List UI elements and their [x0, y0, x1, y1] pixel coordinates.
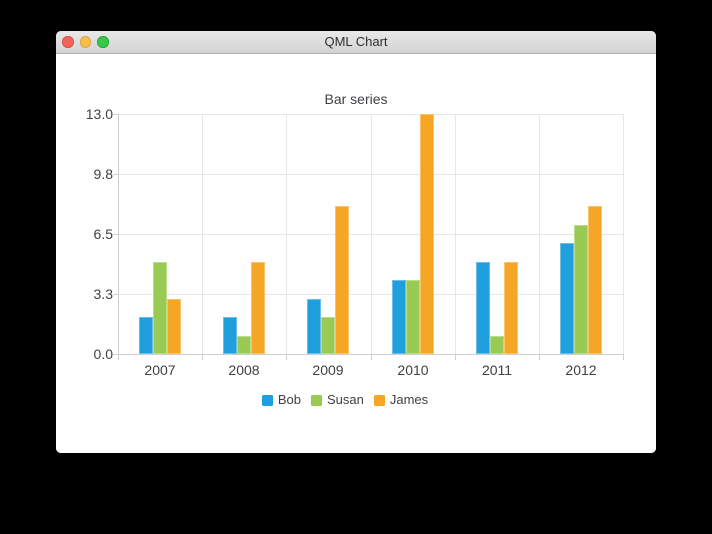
x-axis-tick [202, 354, 203, 360]
bar-james-2011 [503, 261, 518, 354]
chart-legend: Bob Susan James [56, 392, 645, 408]
bar-bob-2008 [223, 317, 238, 354]
x-gridline [371, 114, 372, 354]
x-axis-label: 2009 [312, 362, 344, 378]
bar-susan-2008 [237, 335, 252, 354]
y-gridline [118, 234, 623, 235]
bar-susan-2011 [489, 335, 504, 354]
bar-susan-2010 [405, 280, 420, 354]
window-titlebar[interactable]: QML Chart [56, 31, 656, 54]
bar-james-2007 [167, 298, 182, 354]
zoom-button[interactable] [97, 36, 109, 48]
y-gridline [118, 294, 623, 295]
legend-item-bob: Bob [261, 392, 301, 408]
x-axis-tick [371, 354, 372, 360]
bar-susan-2007 [153, 261, 168, 354]
y-axis-label: 0.0 [93, 346, 113, 362]
y-axis-line [118, 114, 119, 354]
x-axis-label: 2008 [228, 362, 260, 378]
y-axis-label: 3.3 [93, 286, 113, 302]
x-axis-label: 2011 [481, 362, 513, 378]
x-gridline [455, 114, 456, 354]
x-gridline [539, 114, 540, 354]
x-axis-label: 2012 [565, 362, 597, 378]
legend-label: James [389, 392, 429, 407]
x-gridline [623, 114, 624, 354]
bar-bob-2009 [307, 298, 322, 354]
x-axis-tick [539, 354, 540, 360]
y-gridline [118, 114, 623, 115]
bar-bob-2010 [391, 280, 406, 354]
legend-item-james: James [373, 392, 429, 408]
window-controls [62, 36, 109, 48]
close-button[interactable] [62, 36, 74, 48]
x-axis-tick [118, 354, 119, 360]
bar-james-2010 [419, 114, 434, 354]
legend-marker-icon [310, 394, 322, 406]
legend-label: Bob [277, 392, 301, 407]
bar-bob-2011 [475, 261, 490, 354]
y-axis-tick [113, 354, 118, 355]
bar-susan-2012 [573, 224, 588, 354]
x-axis-line [118, 354, 623, 355]
x-axis-tick [286, 354, 287, 360]
x-axis-tick [455, 354, 456, 360]
y-axis-label: 13.0 [85, 106, 113, 122]
y-axis-label: 9.8 [93, 166, 113, 182]
y-axis-label: 6.5 [93, 226, 113, 242]
y-axis-tick [113, 234, 118, 235]
x-axis-tick [623, 354, 624, 360]
bar-james-2009 [335, 206, 350, 354]
chart-view: Bar series Bob Susan James 0.0 3.3 6.5 9.8 13.… [56, 54, 656, 453]
bar-bob-2007 [139, 317, 154, 354]
chart-title: Bar series [324, 91, 388, 107]
legend-label: Susan [326, 392, 364, 407]
qml-chart-window: QML Chart Bar series Bob Susan James 0.0 3.… [56, 31, 656, 453]
x-axis-label: 2007 [144, 362, 176, 378]
x-gridline [286, 114, 287, 354]
y-axis-tick [113, 114, 118, 115]
y-axis-tick [113, 174, 118, 175]
legend-item-susan: Susan [310, 392, 364, 408]
legend-marker-icon [373, 394, 385, 406]
bar-james-2012 [587, 206, 602, 354]
minimize-button[interactable] [79, 36, 91, 48]
y-axis-tick [113, 294, 118, 295]
x-axis-label: 2010 [397, 362, 429, 378]
bar-james-2008 [251, 261, 266, 354]
bar-susan-2009 [321, 317, 336, 354]
x-gridline [202, 114, 203, 354]
legend-marker-icon [261, 394, 273, 406]
y-gridline [118, 174, 623, 175]
bar-bob-2012 [559, 243, 574, 354]
window-title: QML Chart [324, 34, 388, 49]
